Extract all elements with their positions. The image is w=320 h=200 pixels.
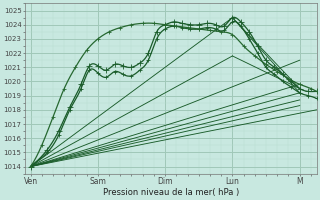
X-axis label: Pression niveau de la mer( hPa ): Pression niveau de la mer( hPa ) <box>103 188 239 197</box>
